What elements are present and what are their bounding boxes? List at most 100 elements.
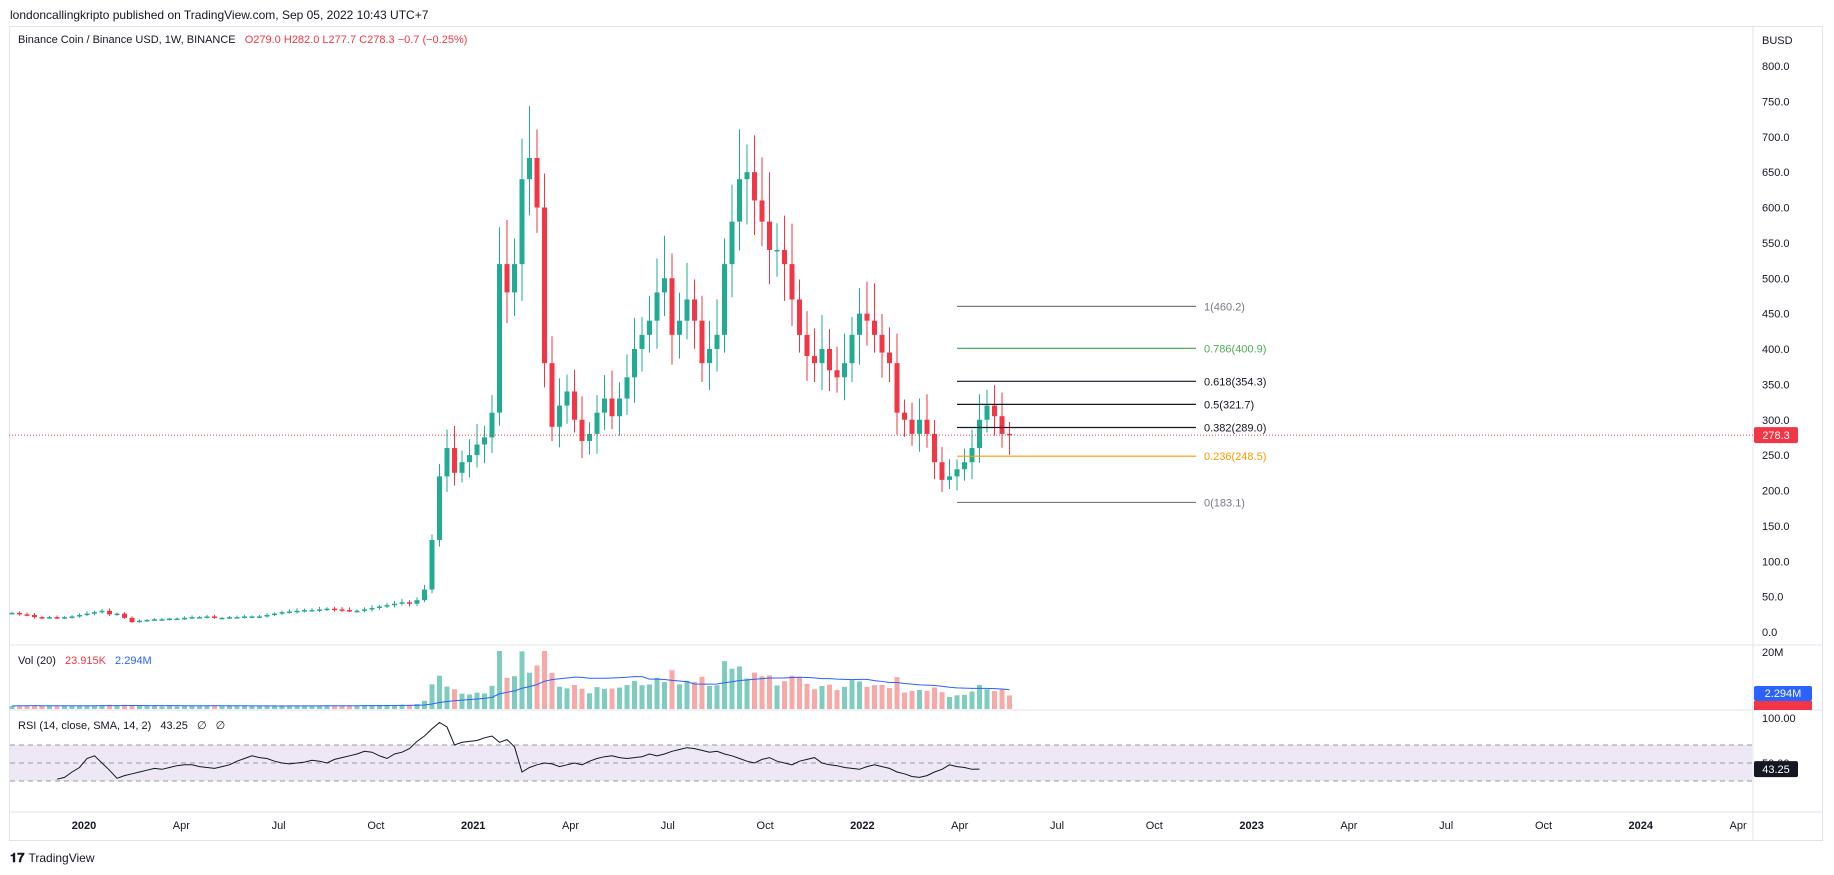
- volume-bar: [107, 704, 112, 709]
- candle-body: [804, 334, 810, 357]
- candle-body: [909, 419, 915, 434]
- candle-body: [767, 221, 772, 250]
- volume-bar: [84, 705, 90, 709]
- candle-body: [594, 412, 600, 434]
- candle-body: [92, 612, 97, 614]
- candle-body: [894, 363, 900, 413]
- last-price-tag: 278.3: [1762, 430, 1790, 442]
- volume-bar: [17, 705, 22, 709]
- y-tick-label: 550.0: [1762, 238, 1790, 250]
- rsi-value-tag-bg: [1754, 761, 1798, 778]
- footer-brand[interactable]: 𝟏𝟕 TradingView: [10, 850, 95, 866]
- volume-tag-bg: [1754, 701, 1812, 710]
- volume-bar: [617, 687, 622, 709]
- volume-bar: [114, 705, 120, 709]
- fib-level-label: 1(460.2): [1204, 301, 1245, 313]
- volume-bar: [797, 677, 802, 709]
- volume-label[interactable]: Vol (20): [18, 655, 56, 667]
- candle-body: [264, 615, 270, 617]
- volume-bar: [392, 704, 397, 709]
- symbol-name[interactable]: Binance Coin / Binance USD, 1W, BINANCE: [18, 34, 236, 46]
- candle-body: [797, 299, 802, 335]
- volume-bar: [609, 688, 615, 709]
- candle-body: [152, 619, 157, 621]
- y-tick-label: 200.0: [1762, 486, 1790, 498]
- y-tick-label: 400.0: [1762, 344, 1790, 356]
- candle-body: [782, 249, 787, 265]
- candle-body: [302, 610, 307, 612]
- candle-body: [557, 405, 562, 427]
- x-tick-label: Jul: [1050, 820, 1064, 832]
- volume-bar: [549, 672, 555, 709]
- volume-bar: [677, 684, 682, 709]
- fib-level-label: 0.382(289.0): [1204, 423, 1266, 435]
- candle-body: [452, 448, 457, 473]
- volume-bar: [812, 689, 817, 709]
- volume-bar: [504, 677, 510, 709]
- candle-body: [257, 616, 262, 618]
- volume-bar: [167, 705, 172, 709]
- volume-bar: [669, 670, 675, 709]
- volume-bar: [429, 684, 435, 709]
- candle-body: [572, 391, 577, 420]
- volume-bar: [122, 704, 127, 709]
- x-tick-label: Oct: [1146, 820, 1163, 832]
- volume-axis-label: 20M: [1762, 647, 1783, 659]
- candle-body: [474, 444, 480, 456]
- candle-body: [234, 617, 240, 619]
- volume-bar: [804, 683, 810, 709]
- candle-body: [617, 398, 622, 417]
- x-tick-label: Apr: [173, 820, 190, 832]
- rsi-label[interactable]: RSI (14, close, SMA, 14, 2): [18, 720, 152, 732]
- candle-body: [212, 616, 217, 618]
- volume-bar: [347, 705, 352, 709]
- candle-body: [294, 610, 300, 613]
- candle-body: [542, 207, 547, 364]
- y-tick-label: 300.0: [1762, 415, 1790, 427]
- chart-frame: [9, 26, 1823, 841]
- candle-body: [339, 609, 345, 611]
- volume-bar: [39, 705, 45, 709]
- candle-body: [902, 412, 907, 420]
- candle-body: [287, 611, 292, 613]
- volume-bar: [302, 705, 307, 709]
- volume-bar: [729, 668, 735, 709]
- volume-bar: [452, 689, 457, 709]
- candle-body: [1007, 433, 1012, 436]
- volume-bar: [534, 665, 540, 709]
- candle-body: [669, 278, 675, 335]
- fib-level-label: 0.5(321.7): [1204, 399, 1254, 411]
- candle-body: [759, 200, 765, 222]
- candle-body: [744, 172, 750, 180]
- candle-body: [407, 602, 412, 604]
- volume-bar: [594, 687, 600, 709]
- volume-bar: [842, 686, 847, 709]
- candle-body: [54, 617, 60, 619]
- candle-body: [437, 476, 442, 541]
- volume-bar: [849, 680, 855, 709]
- x-tick-label: 2024: [1629, 820, 1654, 832]
- volume-bar: [339, 705, 345, 709]
- candle-body: [917, 419, 922, 434]
- volume-bar: [917, 690, 922, 709]
- volume-bar: [1007, 695, 1012, 709]
- candle-body: [99, 610, 105, 613]
- volume-bar: [399, 704, 405, 709]
- y-tick-label: 250.0: [1762, 450, 1790, 462]
- volume-bar: [999, 689, 1005, 709]
- volume-bar: [969, 691, 975, 709]
- rsi-legend: RSI (14, close, SMA, 14, 2) 43.25 ∅ ∅: [18, 719, 225, 732]
- volume-bar: [369, 705, 375, 709]
- volume-bar: [152, 706, 157, 709]
- candle-body: [242, 616, 247, 618]
- volume-bar: [692, 681, 697, 709]
- ohlc-low: L277.7: [322, 34, 357, 46]
- volume-bar: [834, 690, 840, 709]
- volume-bar: [257, 706, 262, 709]
- fib-level-label: 0.618(354.3): [1204, 376, 1266, 388]
- candle-body: [9, 612, 15, 615]
- volume-bar: [497, 651, 502, 709]
- candle-body: [549, 363, 555, 427]
- volume-bar: [527, 672, 532, 709]
